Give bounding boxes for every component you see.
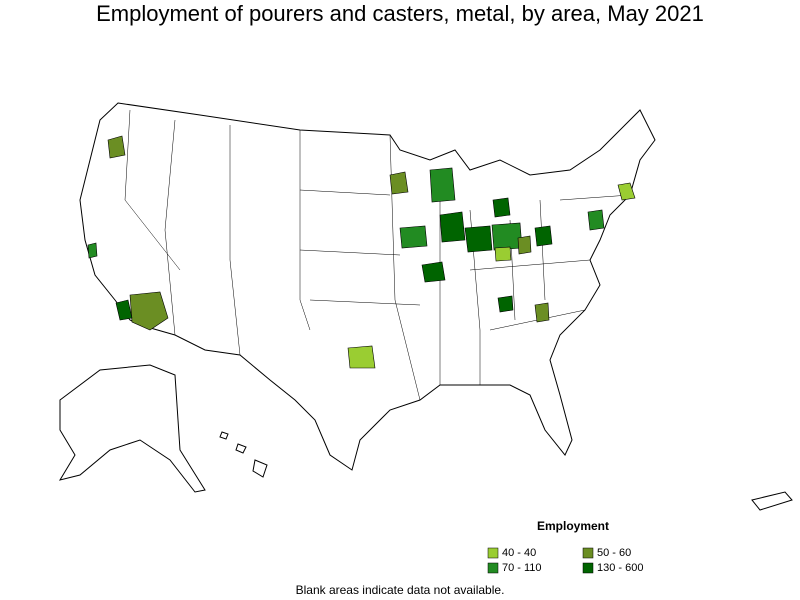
legend-swatch	[582, 562, 594, 574]
legend-title: Employment	[537, 519, 609, 533]
ohio-area	[491, 222, 523, 251]
massachusetts-area	[617, 182, 636, 201]
st-louis-area	[421, 261, 446, 283]
legend-swatch	[487, 547, 499, 559]
california-area	[87, 242, 98, 259]
map-title: Employment of pourers and casters, metal…	[96, 1, 704, 26]
legend-swatch	[487, 562, 499, 574]
los-angeles-area	[115, 299, 133, 321]
map	[58, 102, 793, 511]
wisconsin-area	[429, 167, 456, 203]
new-york-area	[587, 209, 605, 231]
hawaii	[219, 431, 268, 478]
michigan-area	[492, 197, 511, 218]
legend: 40 - 40 50 - 60 70 - 110 130 - 600	[487, 547, 643, 574]
legend-label: 70 - 110	[502, 562, 542, 574]
legend-label: 130 - 600	[597, 562, 643, 574]
iowa-area	[399, 225, 428, 249]
legend-swatch	[582, 547, 594, 559]
oklahoma-area	[347, 345, 376, 369]
indiana-area	[464, 225, 493, 253]
legend-label: 50 - 60	[597, 547, 631, 559]
ohio-south-area	[494, 246, 512, 262]
oregon-area	[107, 135, 126, 159]
puerto-rico	[751, 491, 793, 511]
footnote: Blank areas indicate data not available.	[296, 583, 505, 597]
pennsylvania-area	[517, 235, 532, 255]
minnesota-area	[389, 171, 409, 195]
alaska	[58, 364, 206, 493]
carolina-area	[534, 302, 550, 323]
contiguous-us	[79, 102, 656, 471]
legend-label: 40 - 40	[502, 547, 536, 559]
chicago-area	[439, 211, 466, 243]
pittsburgh-area	[534, 225, 553, 247]
tennessee-area	[497, 295, 514, 313]
